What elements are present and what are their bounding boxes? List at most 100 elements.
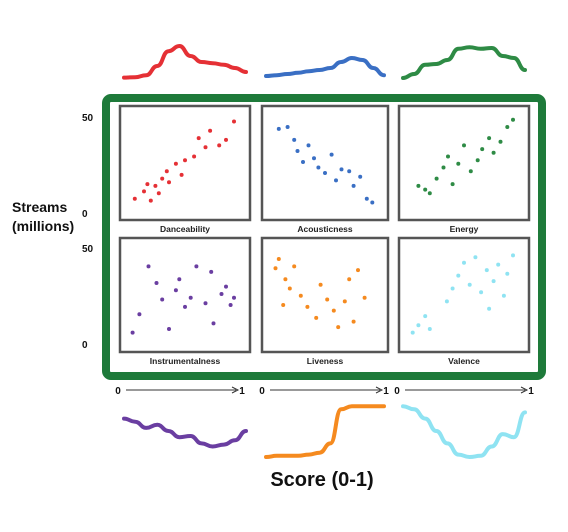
x-tick-min-2: 0: [394, 386, 400, 397]
point-danceability-10: [179, 172, 184, 177]
panel-valence: [397, 236, 531, 354]
point-liveness-8: [314, 315, 319, 320]
point-acousticness-10: [334, 178, 338, 183]
point-liveness-11: [331, 308, 336, 313]
y-tick-top-row-min: 0: [82, 209, 88, 220]
point-energy-3: [434, 176, 439, 181]
point-danceability-5: [156, 191, 161, 196]
panel-acousticness: [260, 104, 390, 222]
x-axis-arrowhead-0: [231, 386, 240, 394]
point-valence-12: [487, 306, 492, 311]
point-valence-6: [456, 273, 461, 278]
point-acousticness-0: [276, 126, 281, 131]
point-valence-17: [511, 253, 515, 258]
point-acousticness-5: [306, 143, 311, 148]
point-liveness-4: [292, 264, 297, 269]
point-energy-1: [423, 187, 428, 192]
point-instrumentalness-1: [137, 312, 142, 317]
point-danceability-18: [232, 119, 236, 124]
point-valence-11: [484, 268, 489, 273]
point-acousticness-1: [285, 125, 290, 129]
point-instrumentalness-13: [211, 321, 216, 326]
point-instrumentalness-8: [183, 304, 187, 309]
density-curve-liveness: [264, 404, 386, 459]
point-energy-14: [498, 139, 503, 144]
point-danceability-4: [153, 183, 158, 188]
point-acousticness-8: [323, 171, 327, 175]
point-danceability-2: [145, 182, 150, 187]
point-energy-10: [475, 158, 480, 163]
point-valence-4: [444, 299, 449, 304]
y-tick-top-row-max: 50: [82, 113, 94, 124]
point-danceability-1: [142, 189, 146, 194]
point-instrumentalness-4: [160, 297, 165, 302]
point-valence-3: [427, 327, 432, 331]
point-acousticness-11: [339, 167, 344, 172]
panel-label-instrumentalness: Instrumentalness: [150, 356, 221, 366]
point-acousticness-9: [329, 152, 334, 157]
x-tick-min-0: 0: [115, 386, 121, 397]
point-energy-16: [511, 117, 515, 122]
point-energy-15: [505, 125, 510, 129]
point-danceability-11: [183, 158, 187, 163]
point-liveness-14: [347, 277, 352, 282]
point-energy-0: [416, 183, 421, 188]
point-instrumentalness-3: [154, 281, 159, 285]
point-danceability-3: [148, 198, 153, 203]
y-axis-label-line1: Streams: [12, 199, 67, 215]
point-acousticness-16: [370, 200, 375, 205]
point-danceability-17: [224, 137, 228, 142]
point-liveness-3: [287, 286, 292, 291]
panel-energy: [397, 104, 531, 222]
x-tick-max-1: 1: [383, 386, 389, 397]
panel-danceability: [118, 104, 252, 222]
point-instrumentalness-15: [224, 284, 228, 289]
point-danceability-7: [164, 169, 169, 174]
panel-label-valence: Valence: [448, 356, 480, 366]
point-acousticness-2: [292, 137, 297, 142]
panel-frame: [102, 94, 546, 380]
point-energy-13: [491, 150, 496, 155]
point-valence-8: [467, 282, 472, 287]
point-valence-0: [410, 330, 415, 335]
x-tick-max-0: 1: [239, 386, 245, 397]
point-instrumentalness-7: [177, 277, 182, 282]
point-acousticness-6: [312, 156, 316, 161]
x-tick-max-2: 1: [528, 386, 534, 397]
point-instrumentalness-10: [194, 264, 199, 269]
density-curve-energy: [401, 45, 527, 80]
point-valence-10: [479, 290, 484, 295]
density-curve-valence: [401, 404, 527, 459]
point-energy-12: [487, 136, 492, 141]
point-energy-9: [468, 169, 473, 174]
point-liveness-10: [325, 297, 330, 302]
point-danceability-15: [208, 128, 213, 133]
point-instrumentalness-2: [146, 264, 151, 269]
point-instrumentalness-6: [173, 288, 178, 293]
point-danceability-14: [203, 145, 208, 150]
point-valence-1: [416, 323, 421, 328]
point-danceability-6: [160, 176, 165, 181]
point-valence-9: [473, 255, 478, 260]
point-instrumentalness-5: [167, 327, 171, 331]
point-acousticness-3: [295, 149, 300, 153]
point-energy-11: [480, 147, 485, 152]
point-danceability-13: [196, 136, 201, 141]
point-valence-13: [491, 279, 496, 284]
x-tick-min-1: 0: [259, 386, 265, 397]
point-instrumentalness-0: [130, 330, 135, 335]
point-valence-16: [505, 271, 510, 276]
y-axis-label-line2: (millions): [12, 218, 74, 234]
point-danceability-0: [132, 196, 137, 201]
point-valence-2: [423, 314, 428, 319]
point-liveness-6: [305, 304, 310, 309]
point-valence-7: [462, 260, 466, 265]
point-energy-8: [462, 143, 466, 148]
point-danceability-9: [173, 161, 178, 166]
panel-label-danceability: Danceability: [160, 224, 210, 234]
density-curve-instrumentalness: [122, 416, 248, 449]
x-axis-arrowhead-2: [520, 386, 529, 394]
